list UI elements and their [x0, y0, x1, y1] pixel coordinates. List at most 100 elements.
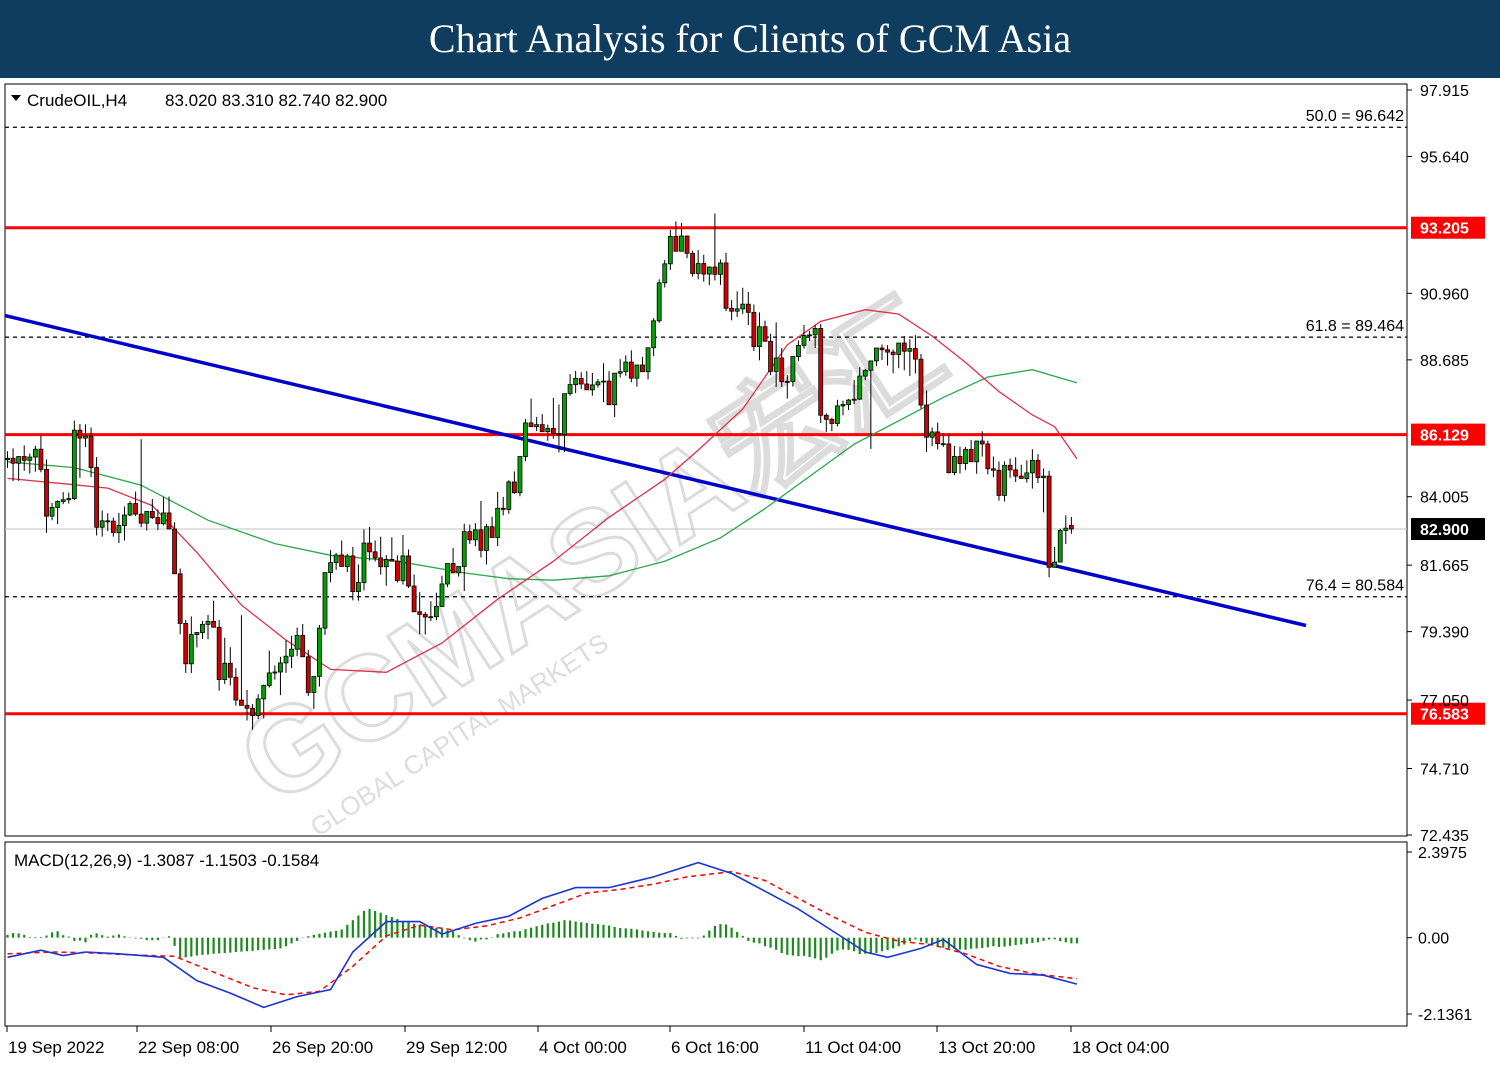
candlestick: [328, 550, 333, 583]
candle-body: [517, 456, 523, 494]
candlestick: [88, 427, 94, 477]
candlestick: [32, 445, 38, 472]
candlestick: [640, 356, 645, 373]
candle-body: [890, 351, 896, 355]
candle-body: [868, 360, 874, 371]
candle-body: [10, 457, 16, 464]
macd-y-axis-label: 2.3975: [1418, 845, 1467, 862]
candlestick: [478, 500, 484, 558]
candlestick: [667, 229, 673, 270]
candlestick: [60, 492, 66, 505]
candle-body: [244, 704, 250, 709]
candlestick: [211, 600, 216, 628]
candlestick: [1046, 470, 1052, 578]
candlestick: [1063, 515, 1069, 544]
candle-body: [667, 235, 673, 265]
fast-moving-average-line: [7, 309, 1078, 673]
candle-body: [428, 616, 434, 619]
candle-body: [562, 393, 567, 435]
candlestick: [484, 523, 489, 565]
candle-body: [979, 440, 985, 445]
candlestick: [133, 491, 139, 516]
candlestick: [996, 461, 1002, 501]
x-axis-label: 4 Oct 00:00: [539, 1038, 627, 1057]
candle-body: [317, 627, 322, 677]
candlestick: [979, 431, 985, 457]
candle-body: [211, 621, 216, 628]
candlestick: [757, 312, 762, 361]
candle-body: [467, 531, 473, 541]
candle-body: [1046, 475, 1052, 568]
candlestick: [929, 427, 935, 447]
candlestick: [194, 631, 200, 648]
candle-body: [723, 262, 729, 309]
candlestick: [300, 624, 306, 658]
level-price-label: 76.583: [1420, 707, 1469, 724]
candle-body: [1035, 459, 1041, 478]
y-axis-label: 77.050: [1420, 693, 1469, 710]
candlestick: [924, 390, 929, 452]
candlestick: [706, 266, 712, 286]
candle-body: [227, 662, 233, 678]
candlestick: [779, 348, 785, 387]
candlestick: [846, 398, 851, 411]
candlestick: [239, 615, 244, 706]
candle-body: [1018, 475, 1024, 479]
candle-body: [874, 347, 879, 362]
candle-body: [762, 326, 768, 342]
candle-body: [311, 675, 317, 693]
candlestick: [868, 360, 874, 449]
candlestick: [428, 601, 434, 622]
candle-body: [740, 303, 746, 310]
candlestick: [400, 534, 406, 585]
candle-body: [205, 621, 211, 625]
candlestick: [261, 684, 267, 719]
candlestick: [422, 612, 428, 635]
candlestick: [612, 372, 618, 418]
dropdown-triangle-icon[interactable]: [11, 95, 21, 101]
candle-body: [634, 364, 640, 379]
candle-body: [367, 542, 372, 553]
candle-body: [712, 266, 718, 275]
candle-body: [322, 572, 328, 629]
candle-body: [122, 514, 127, 526]
blue-trendline: [4, 313, 1307, 628]
candle-body: [790, 356, 796, 382]
candlestick: [439, 575, 445, 607]
candle-body: [216, 626, 222, 680]
candlestick: [823, 413, 829, 432]
y-axis-label: 72.435: [1420, 828, 1469, 845]
candlestick: [49, 502, 55, 521]
candle-body: [105, 520, 111, 523]
candle-body: [1063, 527, 1069, 531]
fibonacci-level-label: 76.4 = 80.584: [1306, 578, 1404, 595]
candlestick: [94, 457, 100, 536]
candlestick: [874, 347, 879, 367]
candle-body: [495, 507, 501, 538]
candlestick: [122, 506, 127, 541]
candlestick: [985, 440, 991, 475]
candlestick: [952, 445, 957, 476]
candlestick: [818, 324, 824, 424]
candlestick: [21, 445, 27, 471]
candlestick: [1029, 449, 1035, 489]
candlestick: [796, 340, 801, 361]
candlestick: [623, 355, 629, 376]
candle-body: [16, 456, 22, 464]
candle-body: [729, 307, 734, 312]
candlestick: [918, 353, 924, 409]
current-price-tag: [1411, 518, 1485, 541]
candlestick: [16, 456, 22, 481]
candlestick: [807, 330, 812, 342]
candlestick: [1035, 454, 1041, 484]
candlestick: [523, 419, 528, 462]
candlestick: [1068, 517, 1074, 534]
candle-body: [439, 583, 445, 607]
candlestick: [183, 619, 189, 673]
candle-body: [110, 520, 116, 533]
candlestick: [595, 379, 601, 388]
y-axis-label: 88.685: [1420, 353, 1469, 370]
candle-body: [305, 656, 311, 693]
candlestick: [957, 446, 963, 474]
candlestick: [495, 491, 501, 546]
